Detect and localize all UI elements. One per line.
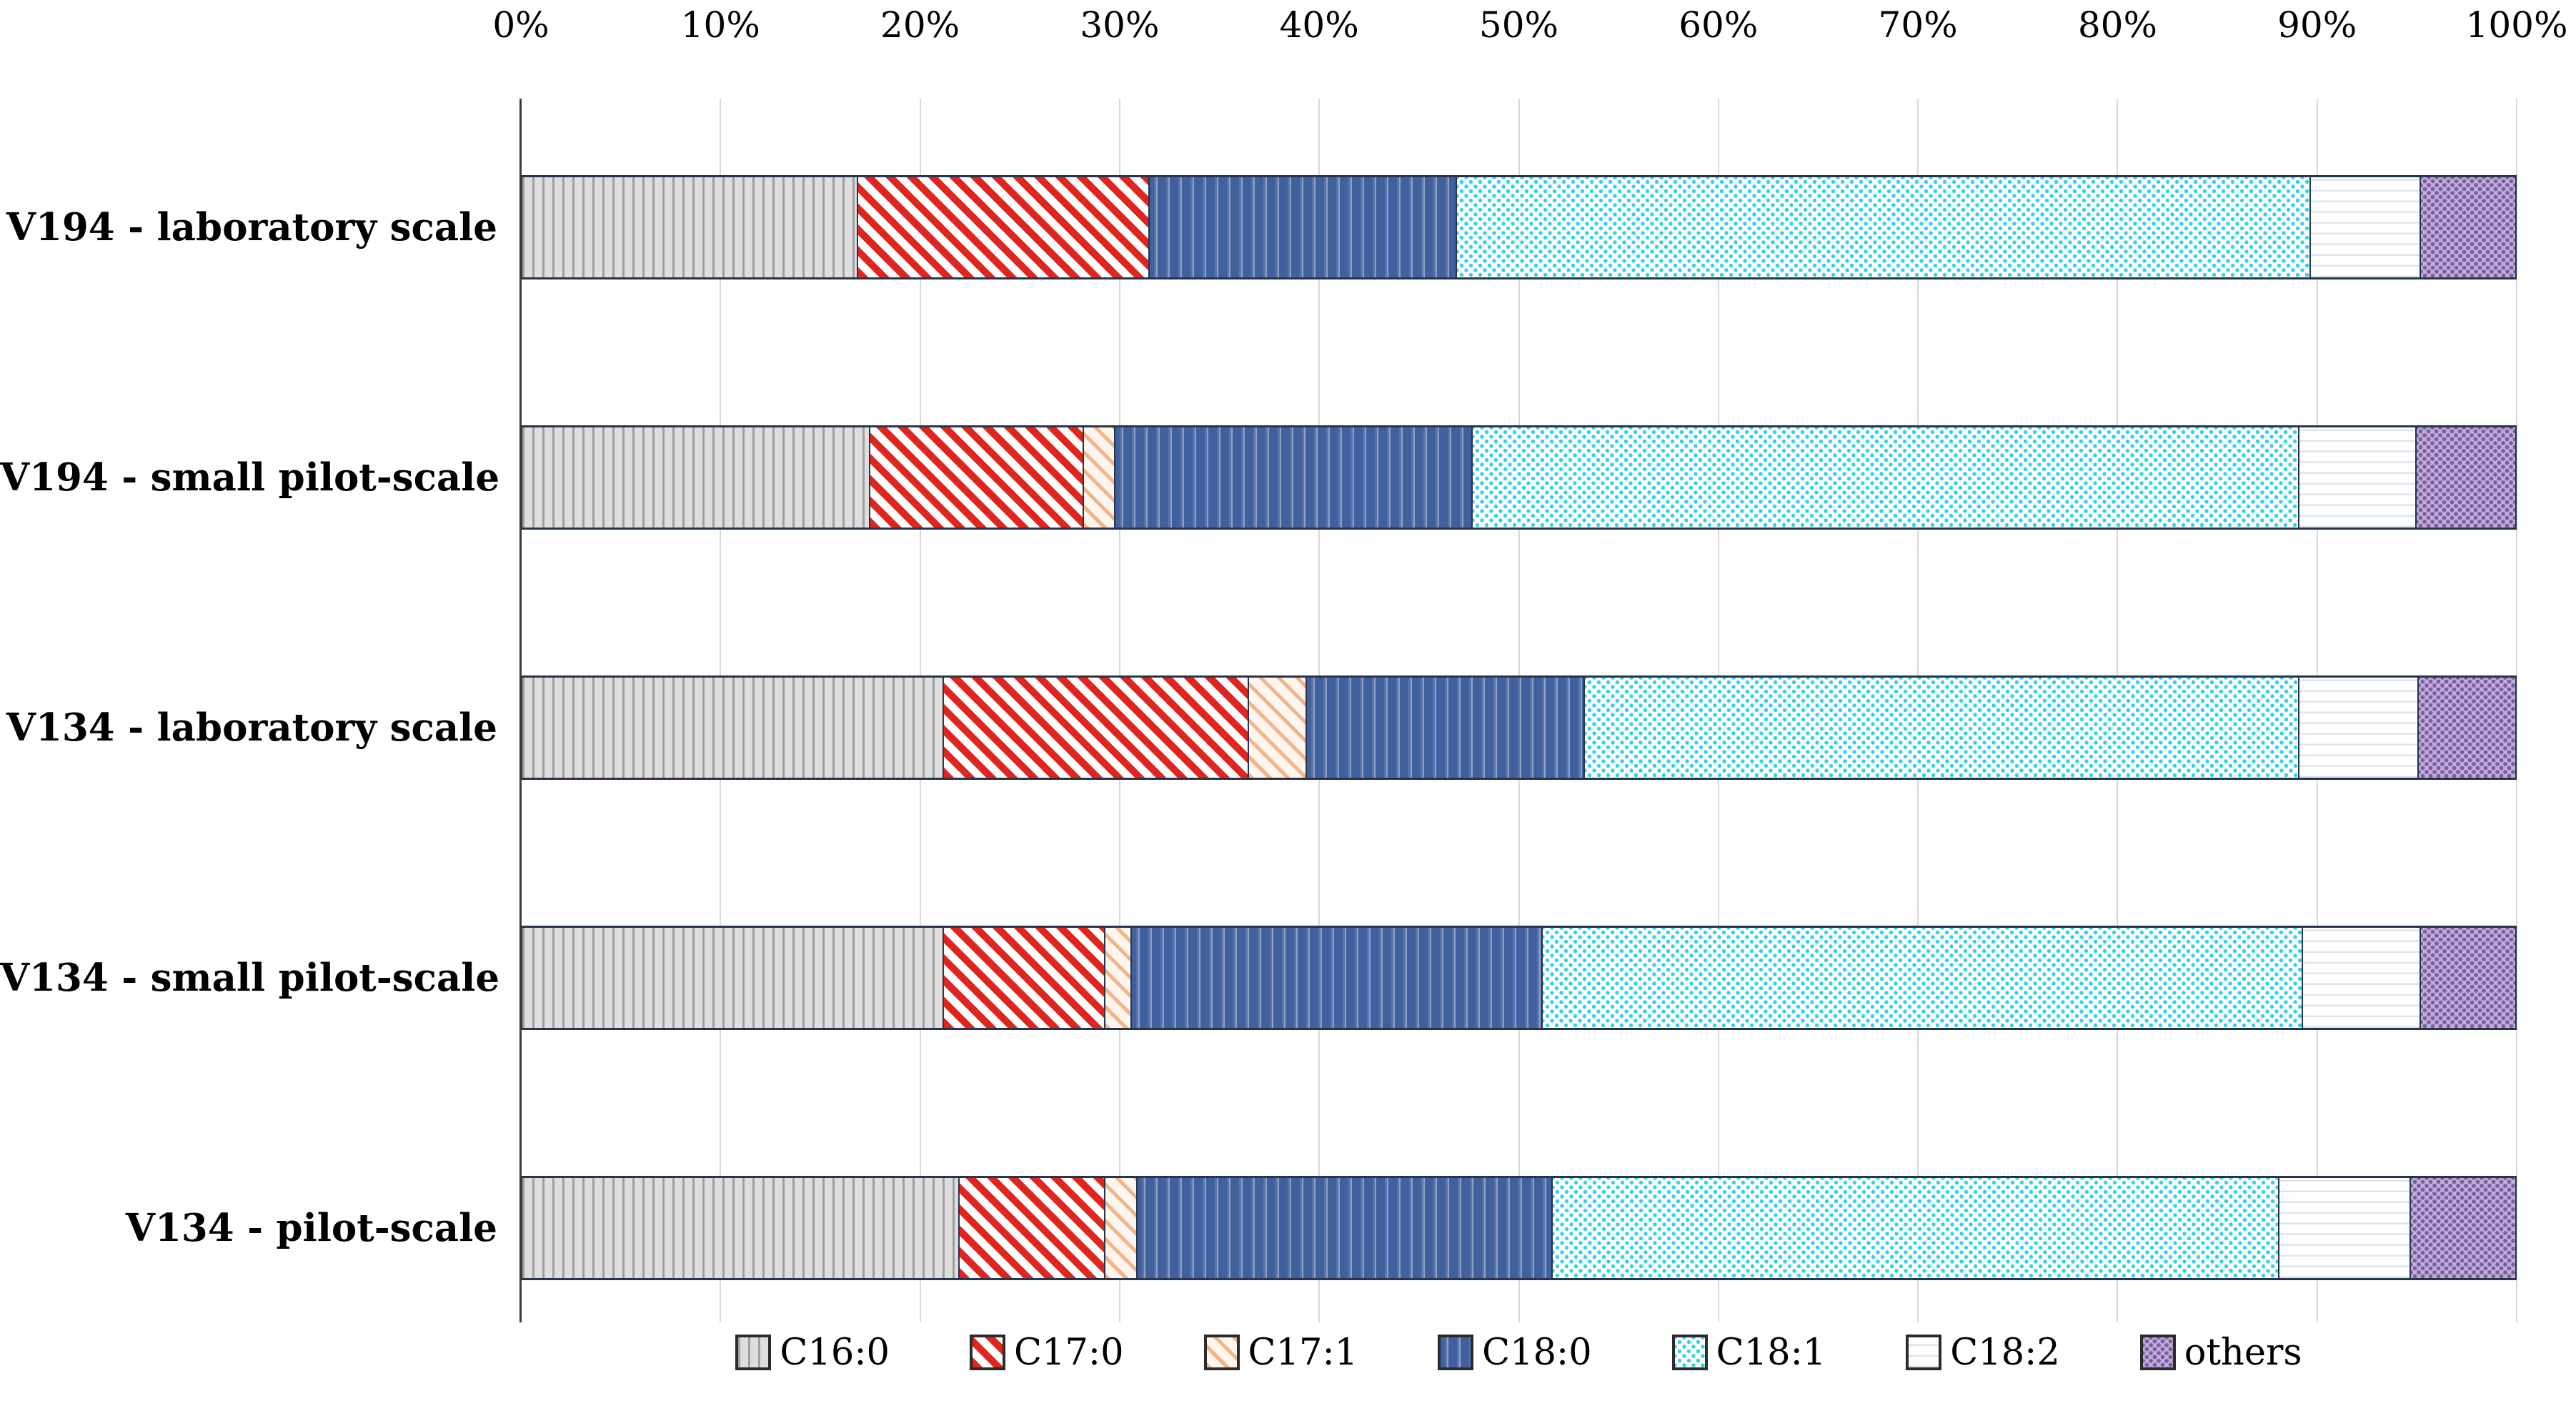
legend-label: others — [2184, 1331, 2302, 1374]
category-label: V194 - laboratory scale — [6, 205, 497, 249]
bar-segment-others — [2417, 425, 2517, 530]
legend-swatch-C16:0 — [735, 1335, 772, 1370]
legend-label: C18:2 — [1950, 1331, 2060, 1374]
bar-segment-C18:1 — [1473, 425, 2299, 530]
bar-V134 - small pilot-scale — [521, 926, 2517, 1030]
legend-swatch-C18:0 — [1438, 1335, 1474, 1370]
bar-V134 - laboratory scale — [521, 675, 2517, 780]
bar-segment-C18:2 — [2303, 926, 2421, 1030]
x-tick-label: 0% — [492, 4, 549, 46]
category-label: V134 - small pilot-scale — [0, 956, 500, 1000]
bar-V194 - laboratory scale — [521, 175, 2517, 279]
bar-segment-C18:2 — [2311, 175, 2421, 279]
legend-item-others: others — [2139, 1331, 2302, 1374]
bar-segment-C18:0 — [1131, 926, 1543, 1030]
bar-segment-C18:1 — [1542, 926, 2304, 1030]
bar-segment-C17:0 — [944, 926, 1106, 1030]
gridline — [2516, 99, 2517, 1322]
x-tick-label: 90% — [2277, 4, 2357, 46]
x-tick-label: 50% — [1478, 4, 1559, 46]
x-tick-label: 80% — [2077, 4, 2157, 46]
x-tick-label: 10% — [680, 4, 760, 46]
bar-segment-C18:2 — [2299, 425, 2417, 530]
bar-segment-others — [2420, 926, 2517, 1030]
bar-segment-C16:0 — [521, 1176, 960, 1280]
bar-segment-others — [2420, 175, 2517, 279]
bar-segment-C18:0 — [1115, 425, 1473, 530]
legend: C16:0 C17:0 C17:1 C18:0 C18:1 C18:2 others — [521, 1324, 2517, 1381]
legend-label: C18:0 — [1482, 1331, 1592, 1374]
legend-item-C17:1: C17:1 — [1203, 1331, 1358, 1374]
legend-item-C18:2: C18:2 — [1906, 1332, 2060, 1374]
legend-label: C17:1 — [1248, 1331, 1358, 1374]
category-label: V194 - small pilot-scale — [0, 455, 500, 500]
x-tick-label: 20% — [880, 4, 960, 46]
bar-segment-C17:0 — [944, 675, 1250, 780]
bar-segment-C17:0 — [960, 1176, 1106, 1280]
legend-swatch-C17:1 — [1203, 1335, 1240, 1370]
legend-item-C18:1: C18:1 — [1671, 1331, 1826, 1374]
x-tick-label: 60% — [1679, 4, 1759, 46]
bar-segment-C17:1 — [1105, 926, 1132, 1030]
bar-segment-C17:1 — [1083, 425, 1116, 530]
bar-segment-C18:1 — [1552, 1176, 2279, 1280]
bar-segment-C18:1 — [1456, 175, 2312, 279]
bar-segment-C17:0 — [870, 425, 1084, 530]
bar-segment-C18:0 — [1138, 1176, 1553, 1280]
bar-V134 - pilot-scale — [521, 1176, 2517, 1280]
bar-segment-C18:0 — [1307, 675, 1585, 780]
bar-segment-C16:0 — [521, 675, 945, 780]
bar-segment-C16:0 — [521, 175, 859, 279]
bar-segment-C18:2 — [2299, 675, 2420, 780]
bar-segment-C17:0 — [858, 175, 1150, 279]
bar-segment-C18:1 — [1584, 675, 2299, 780]
bar-segment-others — [2410, 1176, 2517, 1280]
x-tick-label: 40% — [1279, 4, 1359, 46]
x-tick-label: 100% — [2465, 4, 2568, 46]
category-label: V134 - pilot-scale — [125, 1206, 497, 1250]
bar-segment-C16:0 — [521, 926, 945, 1030]
x-tick-label: 30% — [1080, 4, 1160, 46]
bar-segment-C16:0 — [521, 425, 870, 530]
legend-item-C17:0: C17:0 — [969, 1331, 1124, 1374]
legend-label: C16:0 — [780, 1331, 890, 1374]
bar-segment-C18:0 — [1149, 175, 1457, 279]
bar-V194 - small pilot-scale — [521, 425, 2517, 530]
legend-swatch-others — [2139, 1335, 2176, 1370]
x-tick-label: 70% — [1878, 4, 1958, 46]
legend-swatch-C17:0 — [969, 1335, 1005, 1370]
legend-item-C18:0: C18:0 — [1438, 1332, 1592, 1374]
legend-item-C16:0: C16:0 — [735, 1332, 890, 1374]
bar-segment-others — [2419, 675, 2517, 780]
legend-label: C17:0 — [1013, 1331, 1124, 1374]
bar-segment-C18:2 — [2279, 1176, 2411, 1280]
bar-segment-C17:1 — [1249, 675, 1308, 780]
category-label: V134 - laboratory scale — [6, 706, 497, 750]
legend-swatch-C18:2 — [1906, 1335, 1942, 1370]
legend-swatch-C18:1 — [1671, 1335, 1708, 1370]
bar-segment-C17:1 — [1105, 1176, 1138, 1280]
legend-label: C18:1 — [1716, 1331, 1826, 1374]
y-axis-line — [519, 99, 522, 1322]
